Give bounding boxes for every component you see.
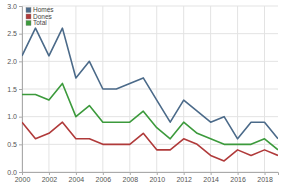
- tick-mark: [19, 144, 22, 145]
- tick-mark: [19, 61, 22, 62]
- series-group: [22, 28, 278, 161]
- tick: 3.0: [7, 3, 22, 10]
- chart: 2000 2002 2004 2006 2008 2010 2012 2014 2016 2018…: [0, 0, 288, 188]
- tick-label: 2010: [149, 176, 165, 183]
- series-line: [22, 122, 278, 161]
- grid-line-x: [156, 6, 157, 172]
- tick: 2008: [123, 172, 139, 183]
- tick-label: 2.0: [7, 58, 17, 65]
- tick: 2004: [69, 172, 85, 183]
- legend-item: Total: [26, 19, 47, 26]
- tick-mark: [265, 172, 266, 175]
- tick-label: 2006: [96, 176, 112, 183]
- tick-mark: [76, 172, 77, 175]
- series-line: [22, 83, 278, 149]
- legend-swatch: [26, 8, 31, 13]
- tick-mark: [19, 34, 22, 35]
- tick-mark: [184, 172, 185, 175]
- tick-mark: [49, 172, 50, 175]
- series-line: [22, 28, 278, 139]
- tick: 2016: [230, 172, 246, 183]
- x-axis: 2000 2002 2004 2006 2008 2010 2012 2014 2016 2018: [15, 172, 279, 183]
- tick-mark: [103, 172, 104, 175]
- grid-line-y: [22, 61, 278, 62]
- grid-line-x: [210, 6, 211, 172]
- grid-line-x: [129, 6, 130, 172]
- tick-label: 0.5: [7, 141, 17, 148]
- tick-mark: [157, 172, 158, 175]
- tick: 1.5: [7, 86, 22, 93]
- tick-label: 2014: [203, 176, 219, 183]
- grid-line-y: [22, 116, 278, 117]
- tick: 2002: [42, 172, 58, 183]
- tick: 2014: [203, 172, 219, 183]
- tick-mark: [211, 172, 212, 175]
- tick-label: 2004: [69, 176, 85, 183]
- tick: 1.0: [7, 113, 22, 120]
- tick-mark: [19, 89, 22, 90]
- tick-label: 2.5: [7, 30, 17, 37]
- grid: [22, 6, 278, 172]
- grid-line-x: [237, 6, 238, 172]
- tick: 2.5: [7, 30, 22, 37]
- tick-label: 2016: [230, 176, 246, 183]
- tick-label: 2012: [176, 176, 192, 183]
- grid-line-x: [48, 6, 49, 172]
- tick: 2000: [15, 172, 31, 183]
- tick-label: 3.0: [7, 3, 17, 10]
- tick: 2012: [176, 172, 192, 183]
- tick: 2010: [149, 172, 165, 183]
- grid-line-x: [264, 6, 265, 172]
- legend-swatch: [26, 14, 31, 19]
- tick-mark: [130, 172, 131, 175]
- tick-mark: [19, 117, 22, 118]
- legend-swatch: [26, 21, 31, 26]
- grid-line-y: [22, 6, 278, 7]
- tick-label: 2018: [257, 176, 273, 183]
- tick-label: 0.0: [7, 169, 17, 176]
- tick: 2006: [96, 172, 112, 183]
- grid-line-x: [75, 6, 76, 172]
- tick: 2.0: [7, 58, 22, 65]
- tick-label: 1.5: [7, 86, 17, 93]
- tick: 0.0: [7, 169, 22, 176]
- tick-label: 2002: [42, 176, 58, 183]
- legend-label: Total: [33, 19, 47, 26]
- grid-line-x: [183, 6, 184, 172]
- axis-line: [19, 7, 23, 173]
- legend: HomesDonesTotal: [26, 6, 54, 26]
- tick-mark: [19, 6, 22, 7]
- tick-mark: [19, 172, 22, 173]
- plot-area: 2000 2002 2004 2006 2008 2010 2012 2014 2016 2018…: [7, 3, 278, 183]
- tick: 0.5: [7, 141, 22, 148]
- tick-label: 1.0: [7, 113, 17, 120]
- y-axis: 0.0 0.5 1.0 1.5 2.0 2.5 3.0: [7, 3, 22, 176]
- tick: 2018: [257, 172, 273, 183]
- tick-label: 2008: [123, 176, 139, 183]
- tick-mark: [238, 172, 239, 175]
- tick-label: 2000: [15, 176, 31, 183]
- axis-line: [23, 173, 279, 176]
